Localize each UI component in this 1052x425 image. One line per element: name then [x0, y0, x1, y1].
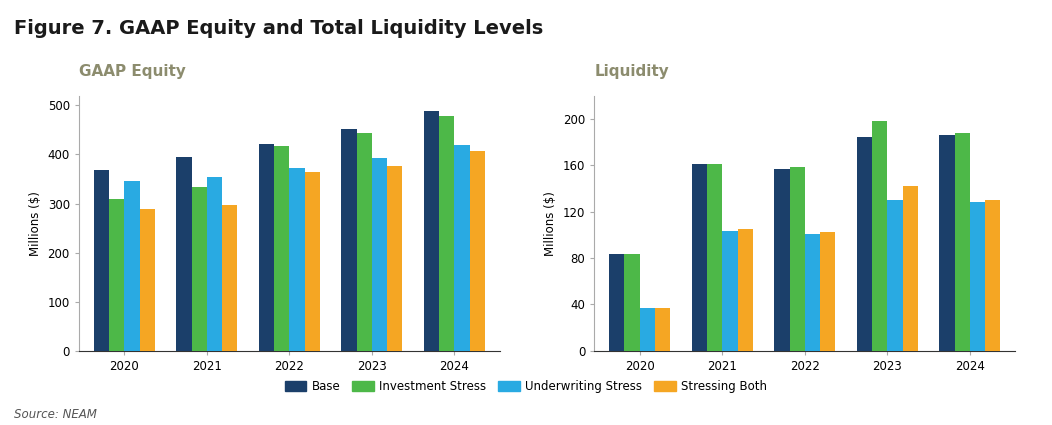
Bar [222, 205, 238, 351]
Bar [872, 121, 887, 351]
Legend: Base, Investment Stress, Underwriting Stress, Stressing Both: Base, Investment Stress, Underwriting St… [282, 378, 770, 396]
Bar [737, 229, 753, 351]
Bar [177, 157, 191, 351]
Bar [191, 187, 207, 351]
Bar [140, 210, 155, 351]
Bar [774, 169, 789, 351]
Bar [274, 146, 289, 351]
Bar [970, 202, 985, 351]
Bar [439, 116, 454, 351]
Bar [454, 144, 469, 351]
Text: GAAP Equity: GAAP Equity [79, 64, 186, 79]
Bar [789, 167, 805, 351]
Bar [609, 255, 625, 351]
Bar [655, 308, 670, 351]
Bar [259, 144, 274, 351]
Bar [424, 111, 439, 351]
Bar [305, 172, 320, 351]
Bar [856, 137, 872, 351]
Bar [124, 181, 140, 351]
Bar [207, 176, 222, 351]
Bar [821, 232, 835, 351]
Bar [939, 135, 954, 351]
Bar [357, 133, 371, 351]
Bar [94, 170, 109, 351]
Text: Liquidity: Liquidity [594, 64, 669, 79]
Y-axis label: Millions ($): Millions ($) [545, 191, 558, 255]
Bar [887, 200, 903, 351]
Bar [469, 151, 485, 351]
Bar [625, 255, 640, 351]
Bar [954, 133, 970, 351]
Y-axis label: Millions ($): Millions ($) [29, 191, 42, 255]
Bar [341, 129, 357, 351]
Bar [109, 198, 124, 351]
Text: Source: NEAM: Source: NEAM [14, 408, 97, 421]
Bar [707, 164, 723, 351]
Text: Figure 7. GAAP Equity and Total Liquidity Levels: Figure 7. GAAP Equity and Total Liquidit… [14, 19, 543, 38]
Bar [640, 308, 655, 351]
Bar [985, 200, 1000, 351]
Bar [289, 168, 305, 351]
Bar [692, 164, 707, 351]
Bar [387, 166, 402, 351]
Bar [805, 234, 821, 351]
Bar [903, 186, 917, 351]
Bar [723, 231, 737, 351]
Bar [371, 159, 387, 351]
